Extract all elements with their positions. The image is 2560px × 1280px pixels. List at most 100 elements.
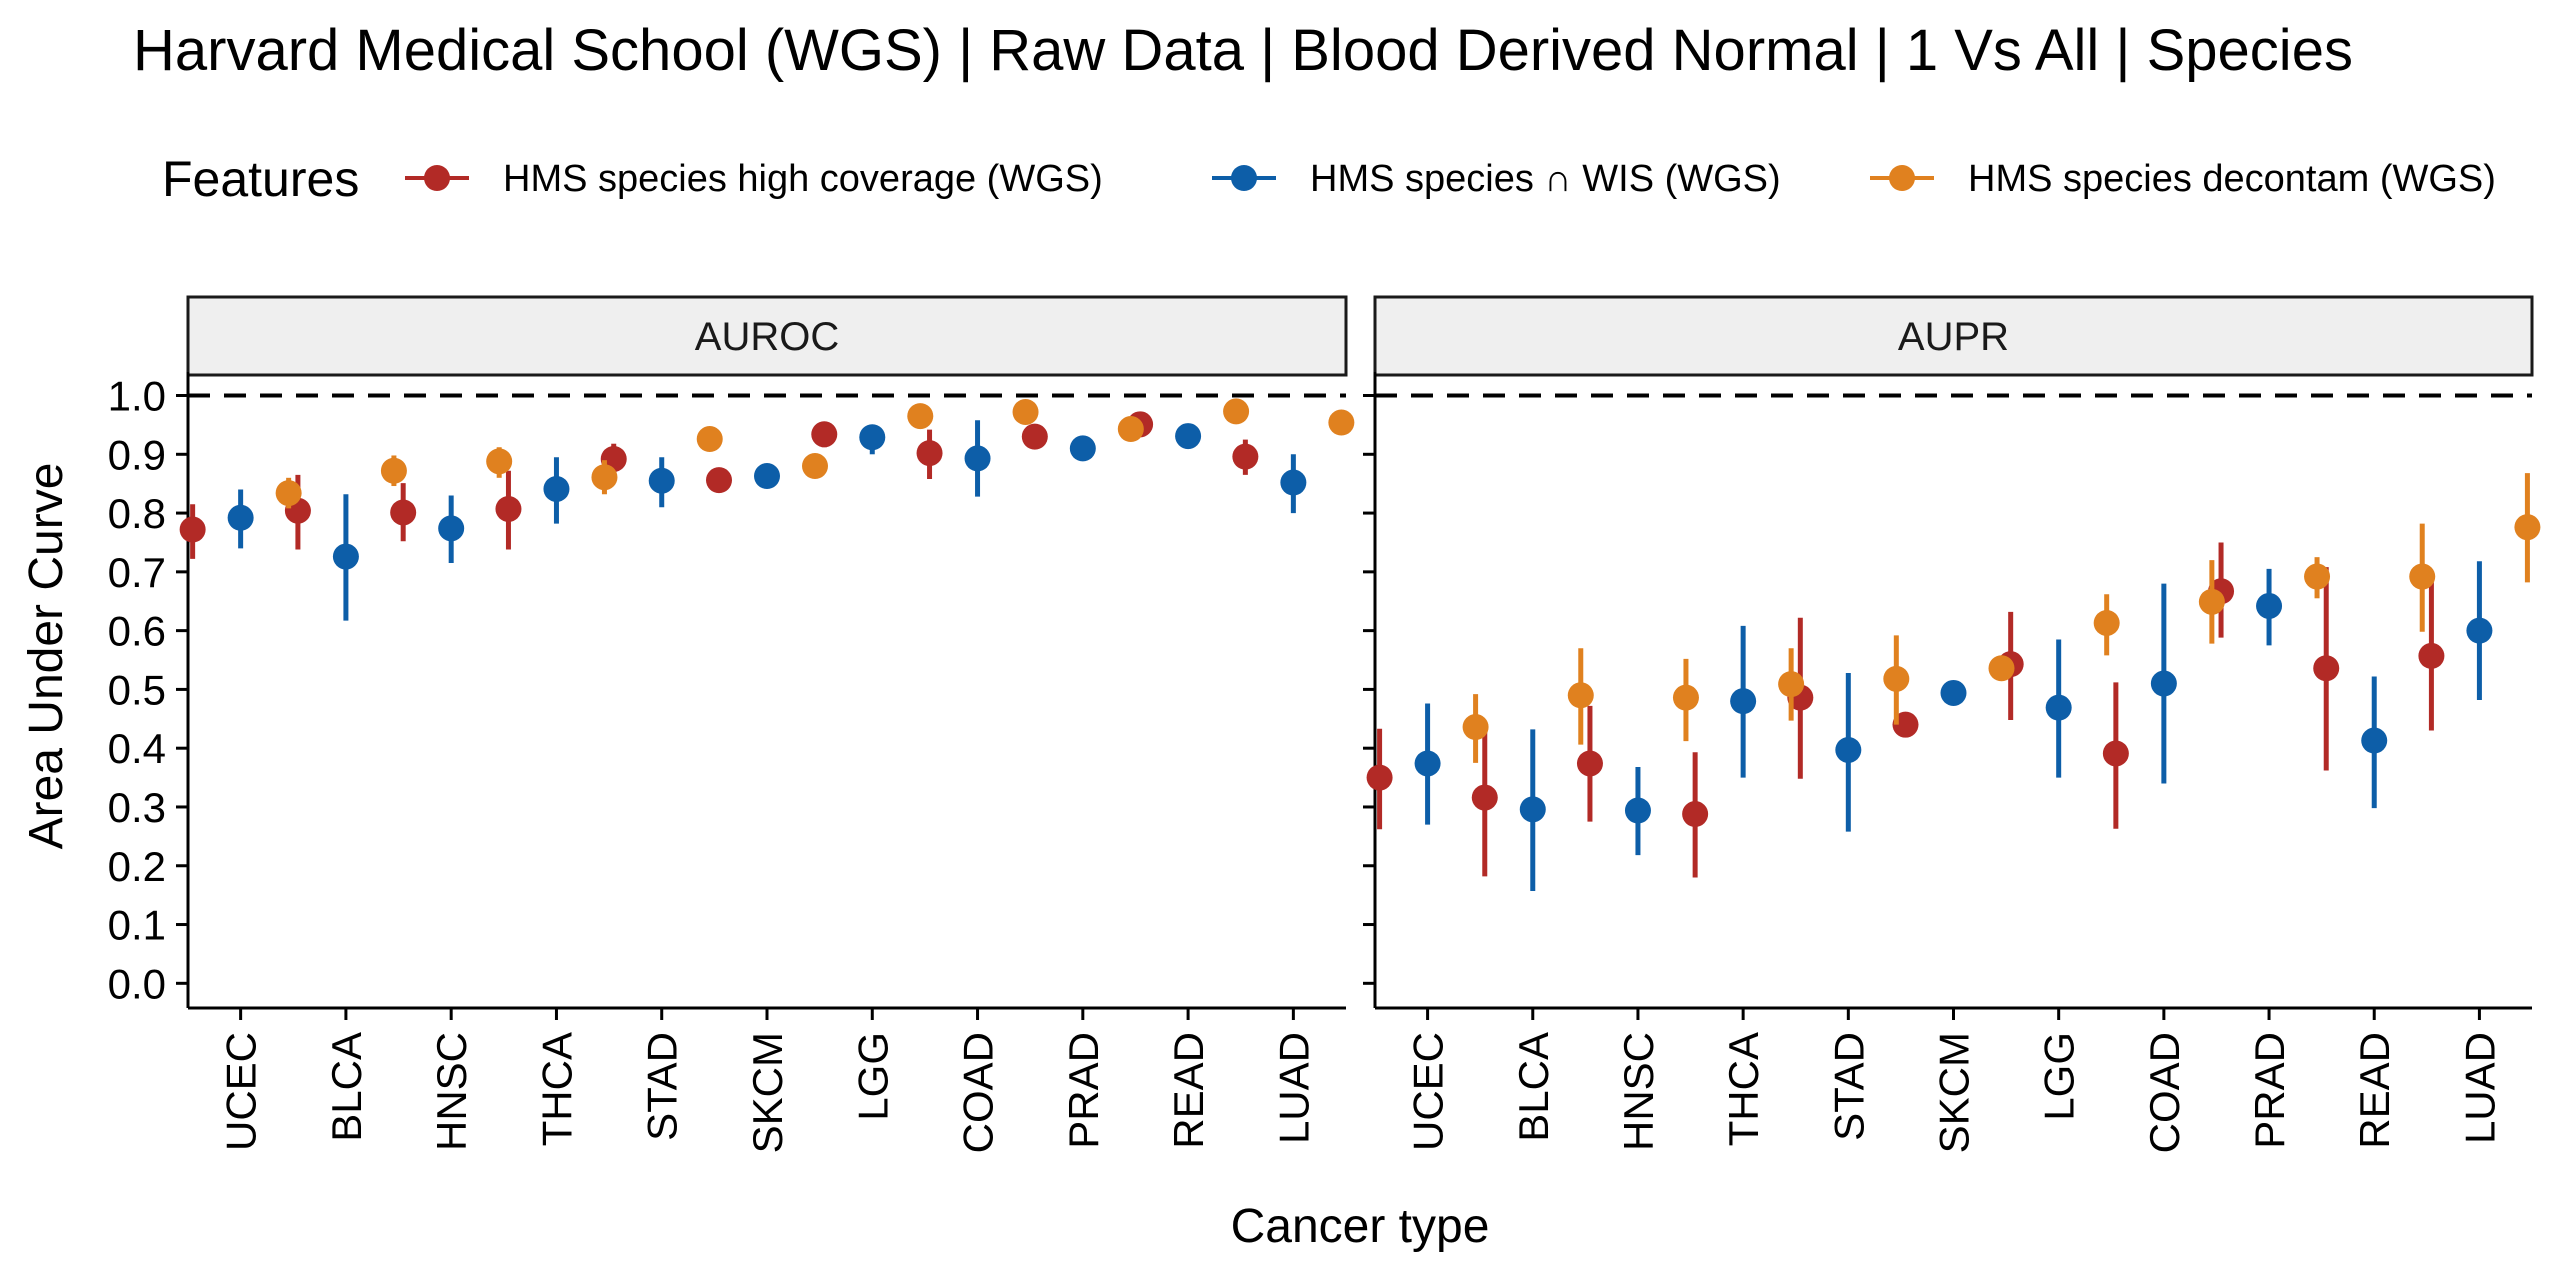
data-point — [907, 403, 934, 430]
data-point — [1730, 688, 1757, 715]
data-point — [2256, 592, 2283, 619]
x-tick-label: BLCA — [323, 1032, 370, 1142]
data-point — [1069, 435, 1096, 462]
series-2 — [1462, 473, 2541, 763]
data-point — [2313, 655, 2340, 682]
y-tick-label: 0.3 — [108, 784, 166, 831]
data-point — [227, 504, 254, 531]
data-point — [179, 516, 206, 543]
data-point — [964, 445, 991, 472]
x-tick-label: THCA — [1720, 1032, 1767, 1146]
data-point — [2150, 670, 2177, 697]
data-point — [2514, 514, 2541, 541]
legend-key-point — [1889, 165, 1915, 191]
panel-aupr: AUPR UCEC BLCA HNSC THCA STAD SKCM LGG COAD PRAD R… — [1363, 295, 2541, 1153]
data-point — [1414, 750, 1441, 777]
x-tick-label: SKCM — [744, 1032, 791, 1153]
data-point — [495, 495, 522, 522]
data-point — [1175, 423, 1202, 450]
x-tick-label: PRAD — [1060, 1032, 1107, 1149]
data-point — [591, 464, 618, 491]
data-point — [1519, 796, 1546, 823]
x-tick-label: COAD — [955, 1032, 1002, 1153]
x-tick-label: THCA — [533, 1032, 580, 1146]
data-point — [2466, 617, 2493, 644]
series-1 — [1414, 561, 2493, 892]
legend-entry: HMS species high coverage (WGS) — [405, 158, 1103, 200]
x-tick-label: LUAD — [1270, 1032, 1317, 1144]
y-tick-label: 0.1 — [108, 902, 166, 949]
y-axis-label: Area Under Curve — [20, 463, 73, 850]
data-point — [275, 480, 302, 507]
legend-title: Features — [162, 151, 359, 207]
data-point — [859, 424, 886, 451]
x-tick-label: BLCA — [1510, 1032, 1557, 1142]
y-tick-label: 0.9 — [108, 431, 166, 478]
series-1 — [227, 420, 1307, 621]
data-point — [1682, 801, 1709, 828]
panels: AUROC 0.0 0.1 0.2 0.3 0.4 0.5 0.6 0.7 0.8 0.9 1.0 UC… — [108, 295, 2541, 1153]
legend-key-point — [424, 165, 450, 191]
data-point — [2418, 642, 2445, 669]
x-tick-label: COAD — [2141, 1032, 2188, 1153]
series-2 — [275, 398, 1355, 509]
y-tick-label: 0.7 — [108, 549, 166, 596]
data-point — [1328, 409, 1355, 436]
panel-strip-label: AUROC — [695, 315, 839, 359]
data-point — [390, 499, 417, 526]
data-point — [2361, 727, 2388, 754]
data-point — [2045, 694, 2072, 721]
data-point — [2304, 563, 2331, 590]
y-tick-label: 0.2 — [108, 843, 166, 890]
x-tick-label: UCEC — [218, 1032, 265, 1151]
y-tick-label: 0.6 — [108, 608, 166, 655]
x-tick-label: LGG — [2036, 1032, 2083, 1121]
data-point — [802, 453, 828, 480]
data-point — [438, 515, 465, 542]
x-axis-label: Cancer type — [1231, 1200, 1490, 1253]
data-point — [1021, 423, 1048, 450]
legend-label: HMS species decontam (WGS) — [1968, 158, 2496, 200]
data-point — [1835, 736, 1862, 763]
legend: Features HMS species high coverage (WGS)… — [162, 151, 2496, 207]
x-tick-label: LGG — [849, 1032, 896, 1121]
y-tick-label: 1.0 — [108, 373, 166, 420]
y-tick-label: 0.4 — [108, 725, 166, 772]
data-point — [2093, 609, 2120, 636]
x-tick-label: UCEC — [1405, 1032, 1452, 1151]
panel-strip — [186, 295, 1348, 377]
y-tick-label: 0.8 — [108, 490, 166, 537]
data-point — [1778, 671, 1805, 698]
data-point — [1366, 764, 1393, 791]
data-point — [706, 467, 732, 494]
data-point — [1012, 398, 1039, 425]
data-point — [1232, 443, 1259, 470]
data-point — [1471, 784, 1498, 811]
data-point — [648, 467, 675, 494]
data-point — [1672, 684, 1699, 711]
data-point — [1462, 714, 1489, 741]
x-tick-label: STAD — [639, 1032, 686, 1141]
data-point — [811, 421, 838, 448]
panel-auroc: AUROC 0.0 0.1 0.2 0.3 0.4 0.5 0.6 0.7 0.8 0.9 1.0 UC… — [108, 295, 1355, 1153]
x-tick-label: SKCM — [1931, 1032, 1978, 1153]
data-point — [1988, 655, 2015, 682]
data-point — [332, 543, 359, 570]
legend-entry: HMS species ∩ WIS (WGS) — [1212, 158, 1781, 200]
data-point — [1940, 679, 1967, 706]
data-point — [2409, 563, 2436, 590]
panel-strip-label: AUPR — [1898, 315, 2009, 359]
x-tick-label: READ — [1165, 1032, 1212, 1149]
x-tick-label: READ — [2351, 1032, 2398, 1149]
legend-label: HMS species ∩ WIS (WGS) — [1310, 158, 1781, 200]
legend-key-point — [1231, 165, 1257, 191]
data-point — [754, 463, 780, 490]
data-point — [1117, 416, 1144, 443]
series-0 — [1366, 542, 2445, 878]
chart-title: Harvard Medical School (WGS) | Raw Data … — [133, 18, 2353, 83]
x-tick-label: PRAD — [2246, 1032, 2293, 1149]
y-tick-label: 0.0 — [108, 960, 166, 1007]
data-point — [2102, 740, 2129, 767]
data-point — [916, 440, 943, 467]
